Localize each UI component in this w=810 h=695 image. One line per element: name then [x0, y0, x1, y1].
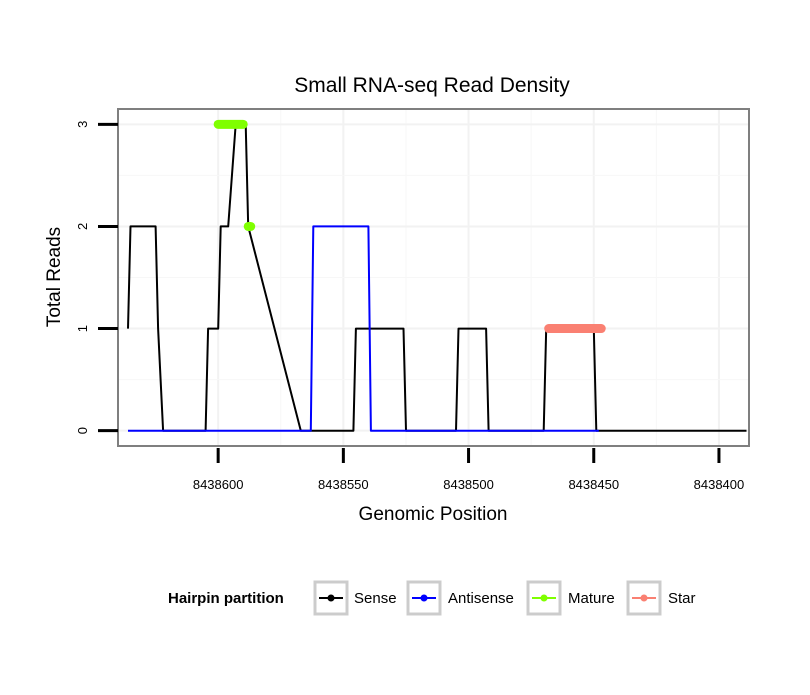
y-tick-label: 3 [75, 121, 90, 128]
x-axis: 8438600 8438550 8438500 8438450 8438400 [193, 448, 744, 492]
x-tick-label: 8438450 [568, 477, 619, 492]
legend-entries: Sense Antisense Mature Star [313, 580, 696, 616]
y-tick-label: 1 [75, 325, 90, 332]
x-tick-label: 8438600 [193, 477, 244, 492]
legend-dot-antisense [420, 594, 428, 602]
x-tick-label: 8438400 [694, 477, 745, 492]
legend-dot-sense [327, 594, 335, 602]
legend-dot-mature [540, 594, 548, 602]
legend-title: Hairpin partition [168, 590, 284, 607]
y-axis: 0 1 2 3 [75, 121, 118, 434]
legend-label-sense: Sense [354, 590, 397, 607]
x-tick-label: 8438550 [318, 477, 369, 492]
chart-title: Small RNA-seq Read Density [294, 74, 570, 97]
x-axis-label: Genomic Position [359, 504, 508, 525]
series [127, 119, 747, 432]
legend-label-star: Star [668, 590, 696, 607]
series-line-antisense [128, 225, 599, 432]
legend-label-antisense: Antisense [448, 590, 514, 607]
x-tick-label: 8438500 [443, 477, 494, 492]
y-tick-label: 0 [75, 427, 90, 434]
y-tick-label: 2 [75, 223, 90, 230]
grid [118, 109, 749, 446]
y-axis-label: Total Reads [44, 227, 65, 327]
legend-dot-star [640, 594, 648, 602]
legend: Hairpin partition Sense Antisense Mature St… [168, 580, 696, 616]
legend-label-mature: Mature [568, 590, 615, 607]
plot-panel-border [117, 108, 750, 447]
